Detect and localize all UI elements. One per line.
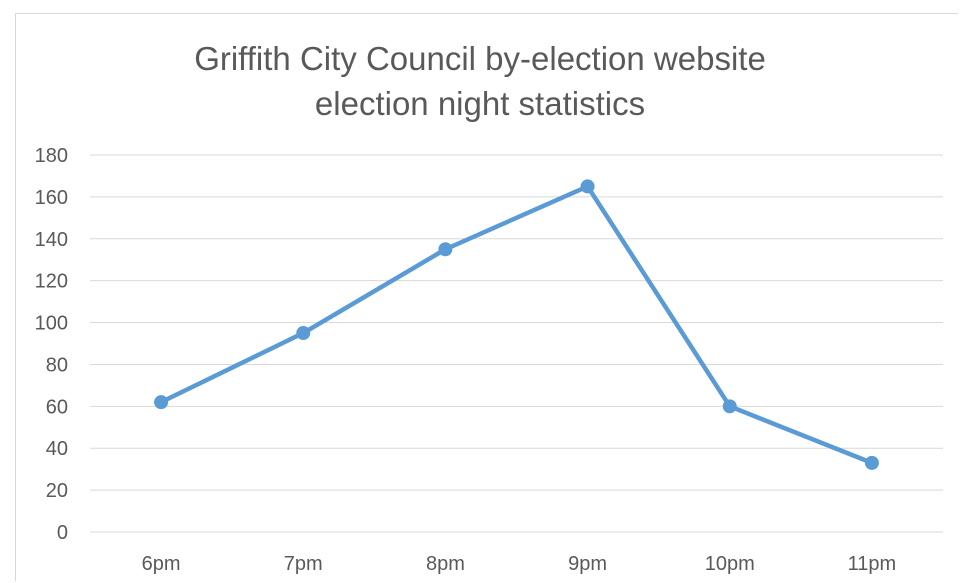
- x-tick-label: 9pm: [568, 553, 607, 575]
- chart-frame: [15, 13, 958, 581]
- x-tick-label: 6pm: [142, 553, 181, 575]
- data-point: [154, 395, 169, 410]
- x-tick-label: 11pm: [848, 553, 897, 575]
- data-point: [296, 326, 311, 341]
- y-tick-label: 20: [46, 480, 68, 502]
- y-tick-label: 120: [35, 271, 68, 293]
- data-point: [580, 179, 595, 194]
- series-line: [158, 184, 875, 466]
- x-tick-label: 10pm: [705, 553, 755, 575]
- y-tick-label: 40: [46, 438, 68, 460]
- y-tick-label: 160: [35, 187, 68, 209]
- y-tick-label: 180: [35, 145, 68, 167]
- y-tick-label: 100: [35, 313, 68, 335]
- y-axis-tick-labels: 0 20 40 60 80 100 120 140 160 180: [35, 145, 68, 544]
- y-tick-label: 80: [46, 354, 68, 376]
- x-tick-label: 7pm: [284, 553, 323, 575]
- y-tick-label: 140: [35, 229, 68, 251]
- data-point: [438, 242, 453, 257]
- chart-title-line-2: election night statistics: [314, 85, 646, 122]
- y-tick-label: 60: [46, 396, 68, 418]
- data-point: [864, 455, 879, 470]
- chart-title-line-1: Griffith City Council by-election websit…: [194, 40, 766, 77]
- y-tick-label: 0: [57, 522, 68, 544]
- series-layer: [154, 179, 879, 470]
- data-point: [722, 399, 737, 414]
- x-axis-tick-labels: 6pm 7pm 8pm 9pm 10pm 11pm: [142, 553, 897, 575]
- chart-title: Griffith City Council by-election websit…: [0, 36, 960, 126]
- x-tick-label: 8pm: [426, 553, 465, 575]
- gridlines: [90, 154, 943, 533]
